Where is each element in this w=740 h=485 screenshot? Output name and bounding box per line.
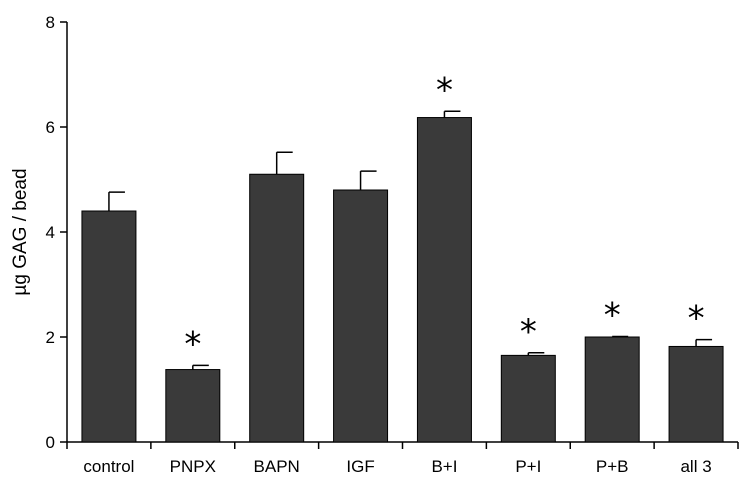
bar-p-b [584,336,640,443]
y-tick-label: 2 [46,328,55,347]
significance-star: * [688,299,705,339]
x-tick-label: P+I [515,457,541,476]
x-tick-label: PNPX [170,457,216,476]
chart-bars [81,110,724,443]
x-tick-label: all 3 [680,457,711,476]
y-axis-label: µg GAG / bead [10,168,31,295]
y-tick-label: 0 [46,433,55,452]
significance-star: * [604,295,621,335]
y-tick-label: 4 [46,223,55,242]
bar-control [81,210,137,443]
x-tick-label: IGF [346,457,374,476]
y-tick-label: 8 [46,13,55,32]
significance-star: * [436,70,453,110]
x-tick-label: control [83,457,134,476]
bar-b-i [416,117,472,443]
bar-pnpx [165,369,221,443]
significance-star: * [184,324,201,364]
x-tick-label: B+I [431,457,457,476]
bar-bapn [249,173,305,443]
x-tick-label: BAPN [254,457,300,476]
significance-star: * [520,312,537,352]
bar-all-3 [668,345,724,443]
bar-p-i [500,354,556,443]
x-tick-label: P+B [596,457,629,476]
bar-igf [333,189,389,443]
y-tick-label: 6 [46,118,55,137]
chart-labels: 0 2 4 6 8 control * PNPX BAPN IGF * B+I * P+I * P+B * all… [46,13,712,476]
